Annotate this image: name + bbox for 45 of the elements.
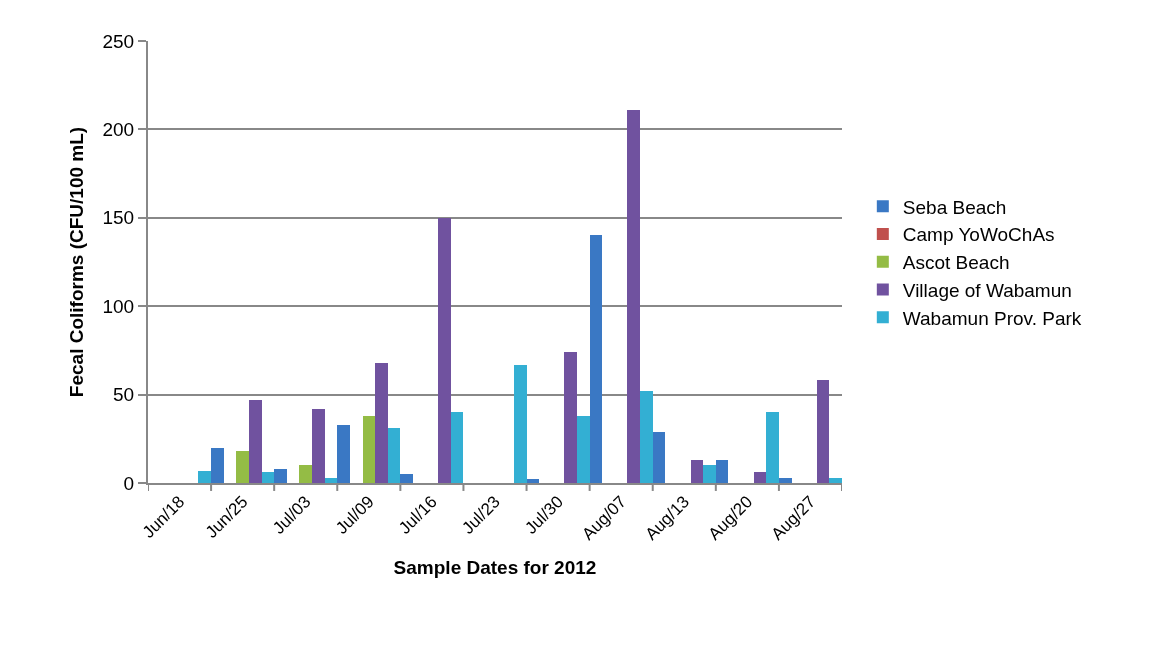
bar: [653, 432, 665, 483]
bar: [514, 365, 527, 483]
bar: [388, 428, 400, 483]
x-axis-title: Sample Dates for 2012: [393, 557, 597, 579]
y-axis-title: Fecal Coliforms (CFU/100 mL): [65, 126, 87, 398]
legend-label: Wabamun Prov. Park: [902, 307, 1082, 329]
bar: [363, 416, 375, 483]
bar: [716, 460, 728, 483]
bar: [211, 448, 224, 483]
bar: [564, 352, 577, 483]
legend-label: Village of Wabamun: [902, 279, 1072, 301]
bar: [590, 235, 602, 483]
bar: [779, 478, 792, 483]
bar: [703, 465, 716, 483]
bar: [829, 478, 842, 483]
bar: [640, 391, 653, 483]
bar: [198, 471, 211, 483]
bar: [451, 412, 463, 483]
y-tick-label: 100: [102, 295, 135, 317]
legend-label: Ascot Beach: [902, 252, 1010, 274]
bar: [577, 416, 590, 483]
bar: [691, 460, 703, 483]
bar: [325, 478, 337, 483]
bar: [236, 451, 249, 483]
y-tick-label: 200: [102, 119, 135, 141]
legend-label: Seba Beach: [902, 196, 1007, 218]
y-tick-label: 0: [123, 472, 135, 494]
bar: [375, 363, 388, 483]
bar: [312, 409, 325, 483]
bar: [274, 469, 287, 483]
bar: [249, 400, 262, 483]
bar: [438, 218, 451, 483]
y-tick-label: 150: [102, 207, 135, 229]
bar: [400, 474, 413, 483]
bar: [627, 110, 640, 483]
y-tick-label: 50: [113, 384, 135, 406]
y-tick-label: 250: [102, 30, 135, 52]
bar: [766, 412, 779, 483]
bar: [337, 425, 350, 483]
legend-label: Camp YoWoChAs: [902, 224, 1055, 246]
bar: [754, 472, 766, 483]
bar: [527, 479, 539, 483]
bar: [817, 380, 829, 483]
bar: [262, 472, 274, 483]
bar: [299, 465, 312, 483]
